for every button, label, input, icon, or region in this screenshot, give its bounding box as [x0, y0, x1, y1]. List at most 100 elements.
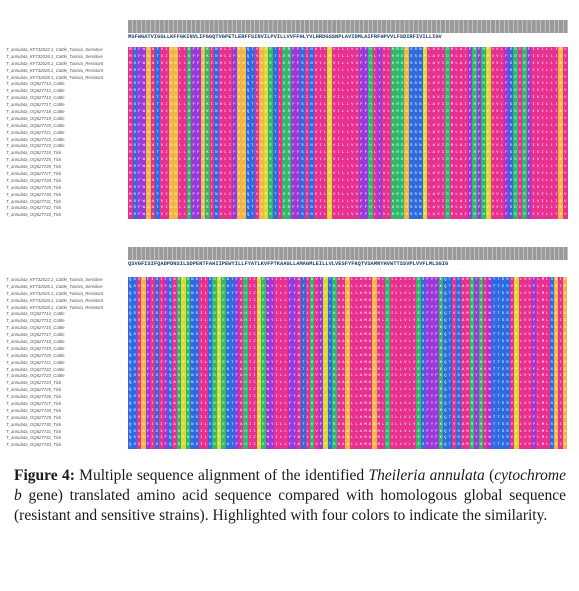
- residue-cell: F: [163, 407, 168, 415]
- residue-cell: Y: [429, 359, 435, 367]
- residue-cell: V: [350, 191, 355, 199]
- residue-cell: I: [389, 332, 395, 340]
- residue-cell: I: [558, 325, 563, 333]
- residue-cell: I: [252, 414, 257, 422]
- residue-cell: V: [490, 171, 496, 178]
- residue-cell: L: [345, 95, 351, 103]
- residue-cell: T: [496, 332, 501, 340]
- residue-cell: I: [150, 332, 155, 340]
- residue-cell: V: [495, 53, 500, 61]
- residue-cell: A: [367, 318, 373, 326]
- residue-cell: Y: [474, 332, 479, 340]
- residue-cell: V: [314, 311, 319, 319]
- residue-cell: V: [451, 290, 457, 298]
- residue-cell: L: [182, 88, 187, 96]
- residue-cell: D: [399, 164, 405, 172]
- residue-cell: V: [331, 88, 337, 96]
- residue-cell: F: [145, 304, 151, 312]
- residue-cell: R: [522, 102, 527, 110]
- residue-cell: D: [212, 297, 217, 305]
- residue-cell: L: [177, 67, 183, 75]
- residue-cell: S: [132, 414, 137, 422]
- residue-cell: I: [336, 115, 341, 123]
- residue-cell: M: [540, 345, 546, 353]
- residue-cell: I: [304, 47, 310, 54]
- residue-cell: I: [209, 53, 215, 61]
- residue-cell: T: [250, 150, 255, 158]
- residue-cell: V: [159, 171, 165, 178]
- residue-cell: P: [216, 283, 222, 291]
- residue-cell: F: [145, 366, 151, 374]
- consensus-bar: [265, 247, 270, 260]
- residue-cell: T: [250, 143, 255, 151]
- residue-cell: L: [380, 359, 386, 367]
- sequence-name: T_annulata_OQ627717_Cattle: [6, 102, 65, 108]
- residue-cell: S: [456, 359, 461, 367]
- residue-cell: L: [545, 414, 550, 422]
- residue-cell: Y: [474, 339, 479, 346]
- residue-cell: R: [395, 81, 400, 89]
- residue-cell: N: [309, 81, 314, 89]
- residue-cell: W: [487, 380, 492, 388]
- residue-cell: I: [227, 88, 233, 96]
- residue-cell: M: [376, 366, 381, 374]
- residue-cell: A: [431, 184, 437, 192]
- residue-cell: S: [154, 359, 160, 367]
- residue-cell: I: [440, 198, 446, 206]
- residue-cell: P: [216, 290, 222, 298]
- residue-cell: L: [223, 53, 228, 61]
- residue-cell: L: [372, 102, 378, 110]
- residue-cell: P: [263, 184, 269, 192]
- residue-cell: Y: [429, 290, 435, 298]
- residue-cell: V: [159, 143, 165, 151]
- residue-cell: W: [487, 401, 492, 408]
- residue-cell: E: [385, 373, 390, 381]
- residue-cell: V: [412, 359, 417, 367]
- residue-cell: H: [481, 191, 486, 199]
- residue-cell: I: [209, 102, 215, 110]
- residue-cell: L: [544, 95, 550, 103]
- residue-cell: A: [341, 380, 346, 388]
- residue-cell: R: [522, 60, 527, 68]
- residue-cell: G: [146, 53, 151, 61]
- residue-cell: V: [563, 67, 568, 75]
- residue-cell: E: [385, 394, 390, 402]
- residue-cell: L: [499, 47, 505, 54]
- residue-cell: F: [318, 352, 324, 360]
- residue-cell: T: [327, 373, 333, 381]
- residue-cell: T: [301, 352, 306, 360]
- residue-cell: T: [447, 394, 452, 402]
- residue-cell: I: [389, 304, 395, 312]
- residue-cell: L: [349, 311, 355, 319]
- residue-cell: I: [252, 304, 257, 312]
- residue-cell: L: [340, 205, 346, 213]
- residue-cell: V: [136, 387, 142, 395]
- residue-cell: I: [304, 136, 310, 144]
- residue-cell: I: [150, 283, 155, 291]
- residue-cell: G: [562, 339, 568, 346]
- residue-cell: V: [331, 109, 337, 116]
- residue-cell: I: [531, 102, 536, 110]
- residue-cell: Y: [377, 184, 382, 192]
- residue-cell: L: [283, 311, 288, 319]
- residue-cell: A: [296, 290, 302, 298]
- residue-cell: V: [381, 67, 387, 75]
- residue-cell: F: [504, 150, 509, 158]
- residue-cell: R: [472, 115, 477, 123]
- residue-cell: I: [318, 47, 323, 54]
- residue-cell: H: [368, 184, 373, 192]
- residue-cell: A: [296, 318, 302, 326]
- residue-cell: H: [481, 157, 486, 165]
- consensus-bar: [421, 247, 426, 260]
- residue-cell: E: [221, 318, 226, 326]
- residue-cell: L: [549, 212, 554, 220]
- residue-cell: G: [141, 339, 146, 346]
- residue-cell: I: [531, 81, 536, 89]
- residue-cell: A: [460, 414, 466, 422]
- residue-cell: H: [478, 339, 483, 346]
- residue-cell: A: [341, 277, 346, 284]
- residue-cell: V: [490, 122, 496, 130]
- residue-cell: D: [513, 212, 518, 220]
- residue-cell: M: [465, 352, 470, 360]
- residue-cell: Y: [292, 332, 297, 340]
